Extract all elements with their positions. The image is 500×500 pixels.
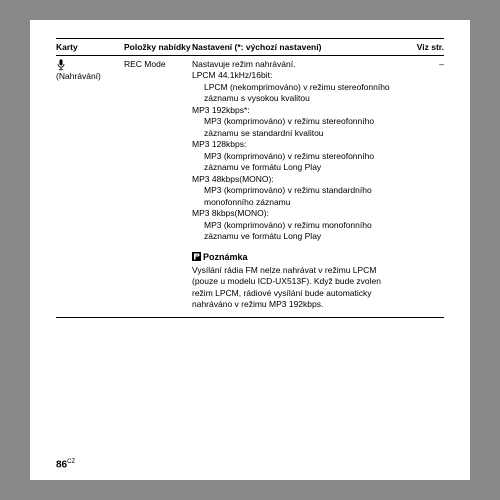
mode-desc: monofonního záznamu — [192, 197, 404, 208]
mode-desc: MP3 (komprimováno) v režimu monofonního — [192, 220, 404, 231]
mode-desc: MP3 (komprimováno) v režimu standardního — [192, 185, 404, 196]
note-title-text: Poznámka — [203, 252, 248, 262]
mode-desc: LPCM (nekomprimováno) v režimu stereofon… — [192, 82, 404, 93]
mode-desc: záznamu s vysokou kvalitou — [192, 93, 404, 104]
note-icon — [192, 252, 201, 261]
cell-settings: Nastavuje režim nahrávání. LPCM 44.1kHz/… — [192, 59, 404, 311]
page-number-lang: CZ — [67, 459, 75, 465]
mode-desc: záznamu se standardní kvalitou — [192, 128, 404, 139]
note-line: režim LPCM, rádiové vysílání bude automa… — [192, 288, 404, 299]
microphone-icon — [56, 59, 66, 71]
header-col-vizstr: Viz str. — [404, 42, 444, 52]
page: Karty Položky nabídky Nastavení (*: vých… — [30, 20, 470, 480]
intro-text: Nastavuje režim nahrávání. — [192, 59, 404, 70]
note-heading: Poznámka — [192, 251, 404, 263]
table-header-row: Karty Položky nabídky Nastavení (*: vých… — [56, 38, 444, 56]
modes-block: Nastavuje režim nahrávání. LPCM 44.1kHz/… — [192, 59, 404, 311]
header-col-polozky: Položky nabídky — [124, 42, 192, 52]
note-line: nahráváno v režimu MP3 192kbps. — [192, 299, 404, 310]
cell-tab: (Nahrávání) — [56, 59, 124, 311]
header-col-nastaveni: Nastavení (*: výchozí nastavení) — [192, 42, 404, 52]
page-number-value: 86 — [56, 459, 67, 470]
mode-label: MP3 192kbps*: — [192, 105, 404, 116]
mode-label: LPCM 44.1kHz/16bit: — [192, 70, 404, 81]
tab-sub-label: (Nahrávání) — [56, 71, 101, 81]
cell-pageref: – — [404, 59, 444, 311]
note-line: Vysílání rádia FM nelze nahrávat v režim… — [192, 265, 404, 276]
page-number: 86CZ — [56, 459, 75, 470]
mode-desc: MP3 (komprimováno) v režimu stereofonníh… — [192, 116, 404, 127]
mode-label: MP3 128kbps: — [192, 139, 404, 150]
table-row: (Nahrávání) REC Mode Nastavuje režim nah… — [56, 56, 444, 318]
mode-desc: MP3 (komprimováno) v režimu stereofonníh… — [192, 151, 404, 162]
mode-label: MP3 8kbps(MONO): — [192, 208, 404, 219]
mode-desc: záznamu ve formátu Long Play — [192, 231, 404, 242]
header-col-karty: Karty — [56, 42, 124, 52]
mode-label: MP3 48kbps(MONO): — [192, 174, 404, 185]
cell-item: REC Mode — [124, 59, 192, 311]
note-body: Vysílání rádia FM nelze nahrávat v režim… — [192, 265, 404, 311]
mode-desc: záznamu ve formátu Long Play — [192, 162, 404, 173]
note-line: (pouze u modelu ICD-UX513F). Když bude z… — [192, 276, 404, 287]
